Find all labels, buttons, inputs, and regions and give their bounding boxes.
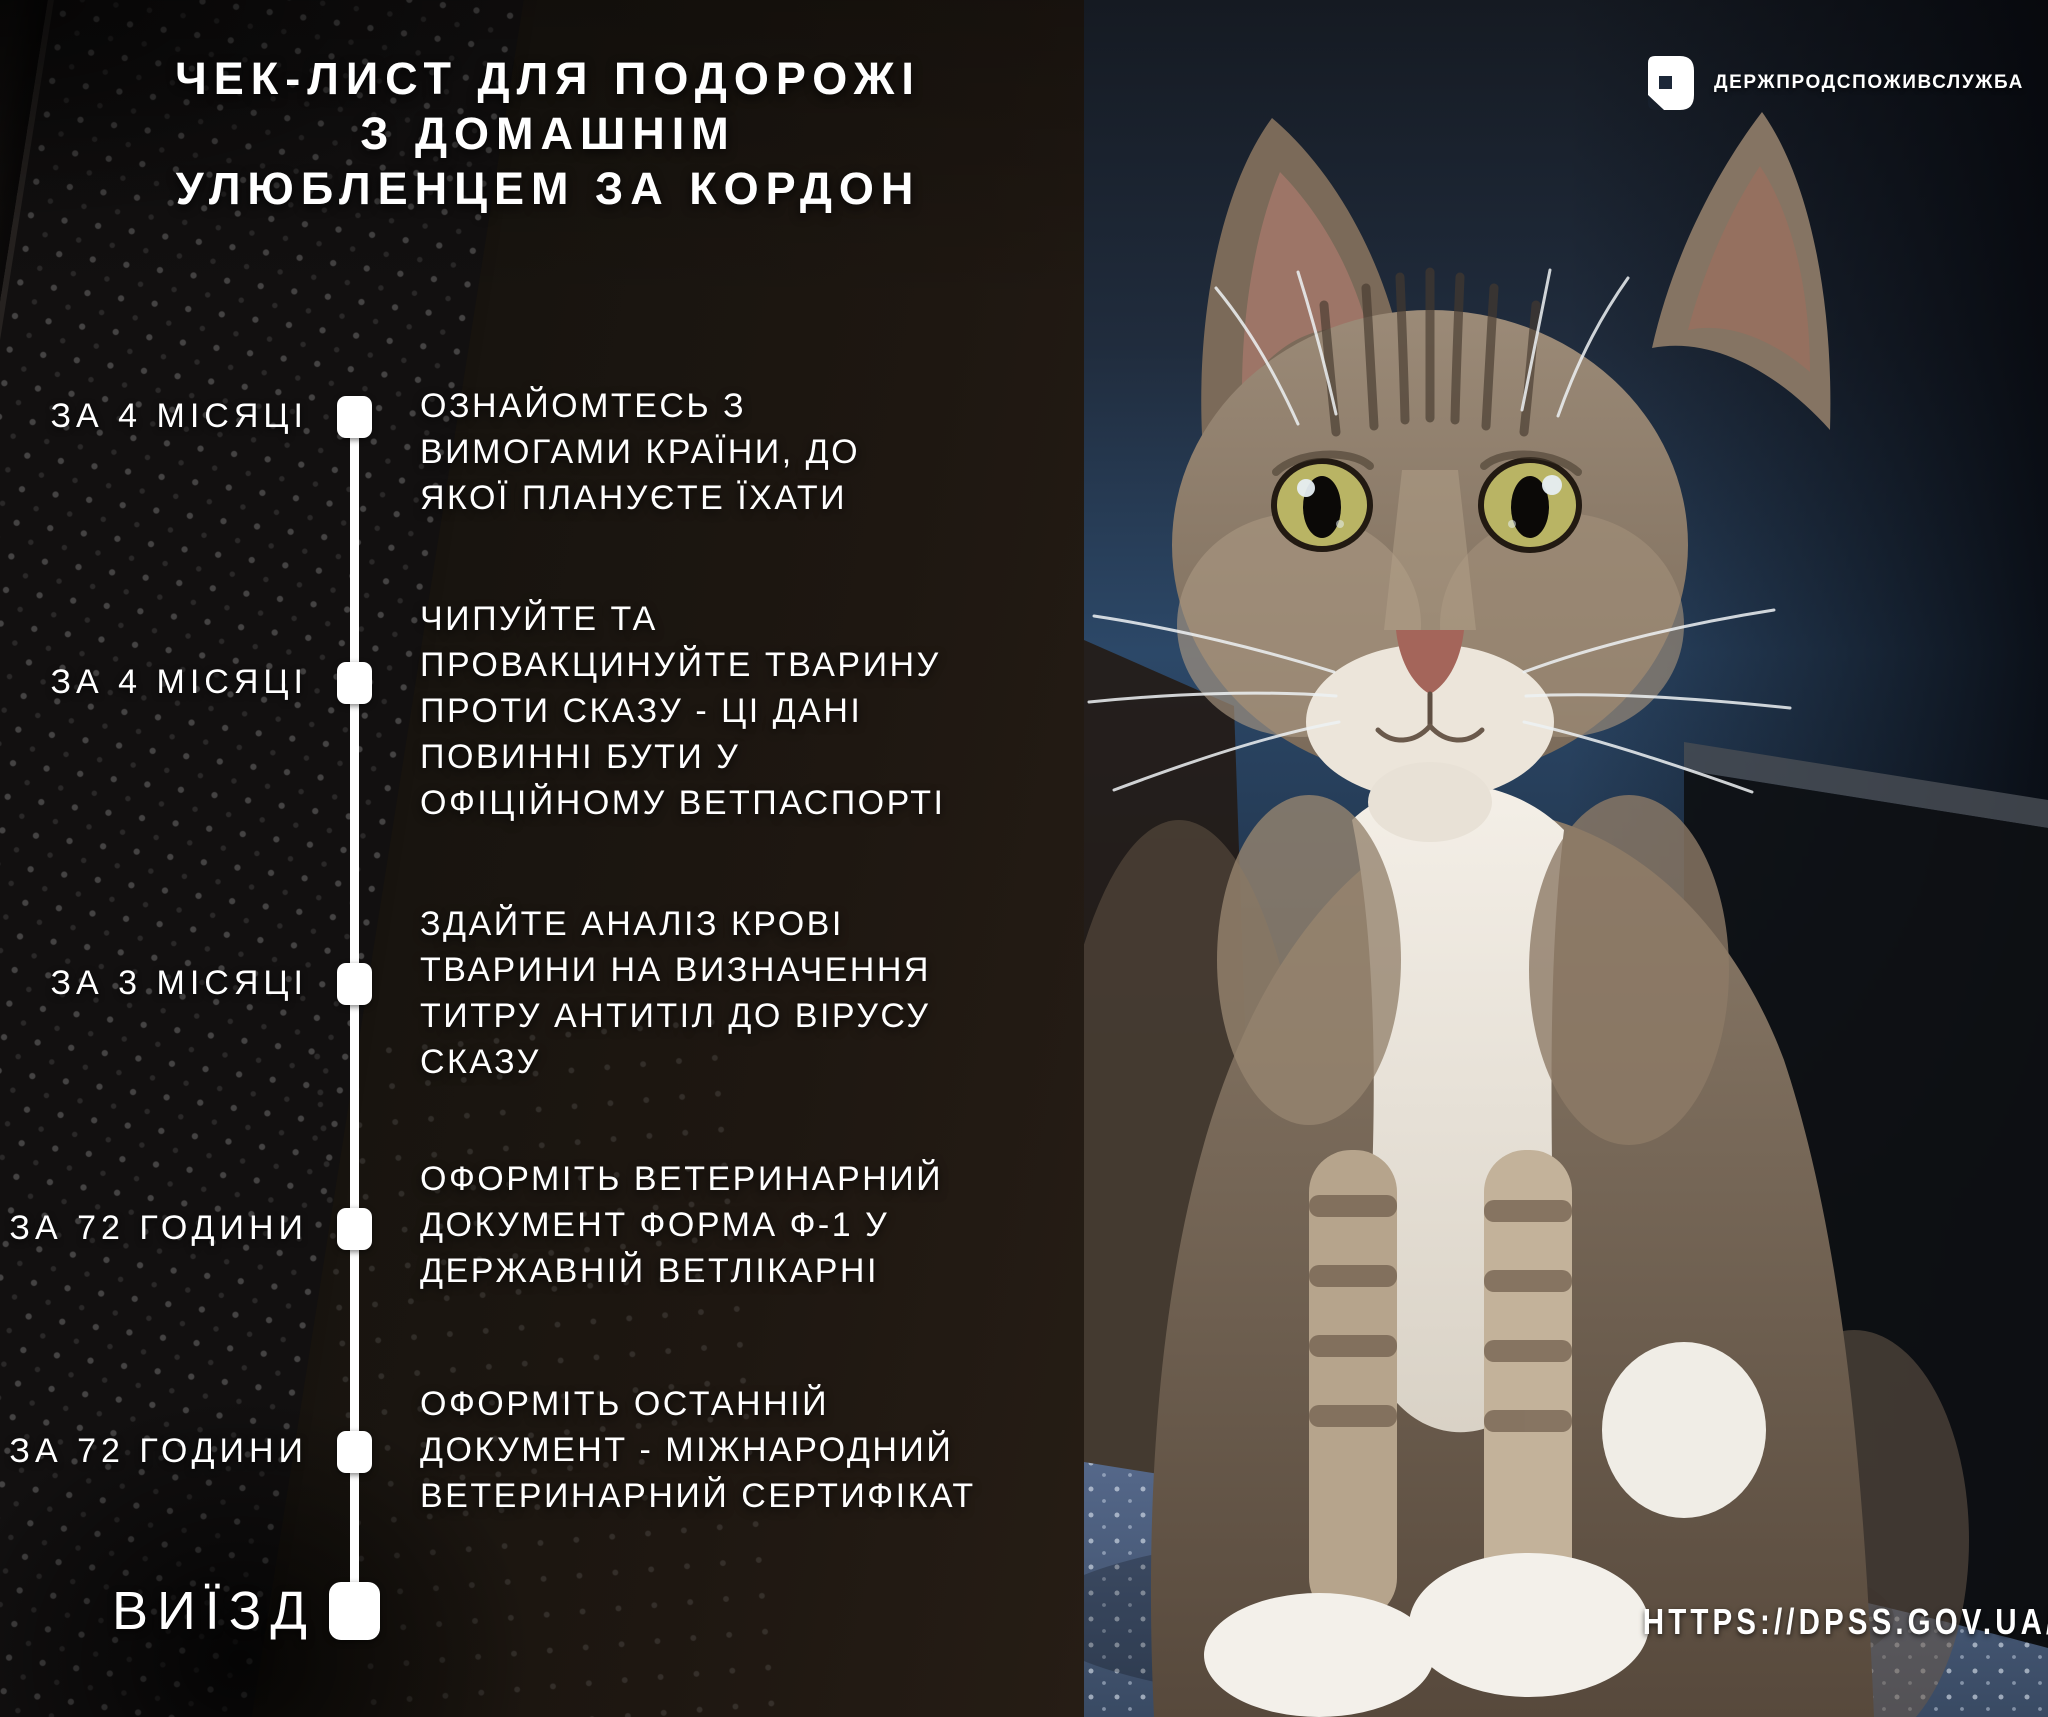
left-panel-background xyxy=(0,0,1084,1717)
timeline-when-1: ЗА 4 МІСЯЦІ xyxy=(50,397,308,435)
timeline-node-3 xyxy=(337,963,372,1005)
timeline-node-departure xyxy=(329,1582,380,1640)
page-title: ЧЕК-ЛИСТ ДЛЯ ПОДОРОЖІ З ДОМАШНІМ УЛЮБЛЕН… xyxy=(48,52,1048,217)
timeline-step-text-2: ЧИПУЙТЕ ТА ПРОВАКЦИНУЙТЕ ТВАРИНУ ПРОТИ С… xyxy=(420,600,946,822)
title-line-2: З ДОМАШНІМ xyxy=(360,107,736,159)
timeline-node-4 xyxy=(337,1208,372,1250)
timeline-step-text-5: ОФОРМІТЬ ОСТАННІЙ ДОКУМЕНТ - МІЖНАРОДНИЙ… xyxy=(420,1385,976,1515)
timeline-when-5: ЗА 72 ГОДИНИ xyxy=(9,1432,308,1470)
timeline-step-text-4: ОФОРМІТЬ ВЕТЕРИНАРНИЙ ДОКУМЕНТ ФОРМА Ф-1… xyxy=(420,1160,944,1290)
dpss-d-mark-icon xyxy=(1648,56,1694,110)
timeline-step-text-1: ОЗНАЙОМТЕСЬ З ВИМОГАМИ КРАЇНИ, ДО ЯКОЇ П… xyxy=(420,387,861,517)
timeline-when-3: ЗА 3 МІСЯЦІ xyxy=(50,964,308,1002)
timeline-when-2: ЗА 4 МІСЯЦІ xyxy=(50,663,308,701)
brand-name: ДЕРЖПРОДСПОЖИВСЛУЖБА xyxy=(1714,72,2024,93)
timeline-step-text-3: ЗДАЙТЕ АНАЛІЗ КРОВІ ТВАРИНИ НА ВИЗНАЧЕНН… xyxy=(420,905,931,1081)
timeline-when-4: ЗА 72 ГОДИНИ xyxy=(9,1209,308,1247)
timeline-departure-label: ВИЇЗД xyxy=(111,1581,316,1641)
title-line-3: УЛЮБЛЕНЦЕМ ЗА КОРДОН xyxy=(175,162,921,214)
timeline-node-1 xyxy=(337,396,372,438)
panel-vignette xyxy=(0,0,1084,1717)
timeline-line xyxy=(350,414,359,1610)
timeline-node-5 xyxy=(337,1431,372,1473)
cat-photo xyxy=(1084,0,2048,1717)
title-line-1: ЧЕК-ЛИСТ ДЛЯ ПОДОРОЖІ xyxy=(175,53,921,104)
timeline-node-2 xyxy=(337,662,372,704)
website-url: HTTPS://DPSS.GOV.UA/ xyxy=(1642,1601,2048,1642)
brand-logo: ДЕРЖПРОДСПОЖИВСЛУЖБА xyxy=(1648,56,2024,110)
